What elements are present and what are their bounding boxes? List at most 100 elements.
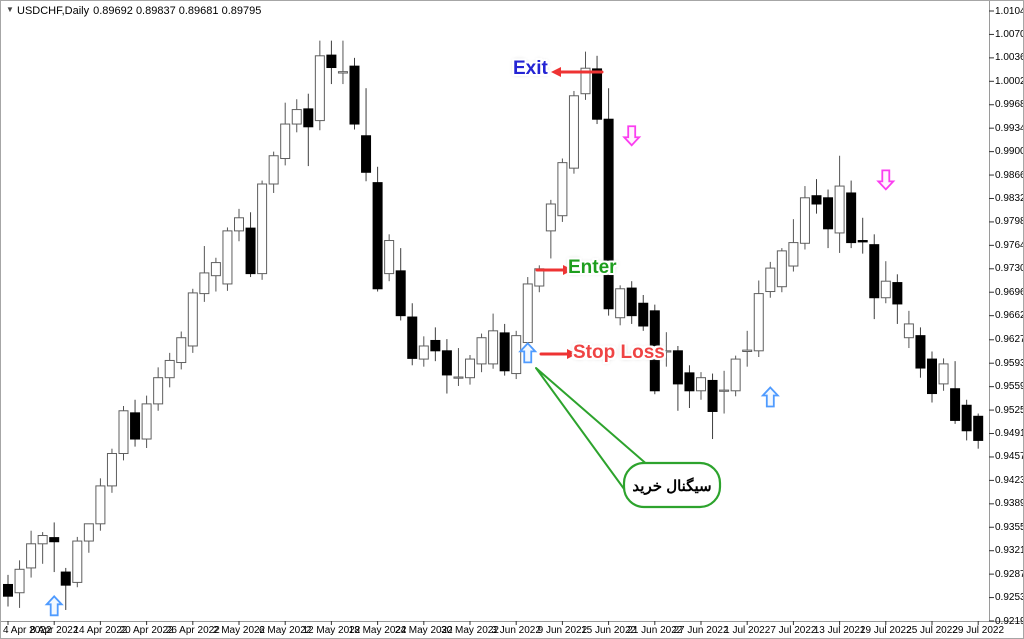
candle-2022-05-31 bbox=[476, 337, 487, 365]
candle-2022-04-22 bbox=[164, 359, 175, 379]
price-axis-label: 0.97980 bbox=[995, 216, 1023, 228]
price-axis-label: 0.95250 bbox=[995, 404, 1023, 416]
time-axis-label: 19 Jul 2022 bbox=[859, 625, 912, 636]
candle-2022-05-27 bbox=[453, 376, 464, 379]
candle-2022-05-16 bbox=[349, 65, 360, 125]
price-axis-label: 0.99000 bbox=[995, 146, 1023, 158]
candle-2022-04-07 bbox=[37, 535, 48, 545]
price-axis-label: 0.94910 bbox=[995, 428, 1023, 440]
time-axis-label: 25 Jul 2022 bbox=[906, 625, 958, 636]
candle-2022-07-22 bbox=[915, 335, 926, 369]
chart-collapse-icon[interactable]: ▼ bbox=[6, 5, 14, 14]
candle-2022-07-15 bbox=[857, 240, 868, 243]
candle-2022-06-02 bbox=[499, 332, 510, 372]
stop-loss-label[interactable]: Stop Loss bbox=[573, 342, 665, 363]
price-axis-label: 1.00360 bbox=[995, 52, 1023, 64]
price-axis-label: 0.94570 bbox=[995, 451, 1023, 463]
candle-2022-04-25 bbox=[176, 337, 187, 364]
time-axis-label: 20 Apr 2022 bbox=[119, 625, 174, 636]
candle-2022-05-13 bbox=[337, 71, 348, 74]
candle-2022-04-28 bbox=[210, 262, 221, 277]
time-axis-label: 21 Jun 2022 bbox=[627, 625, 683, 636]
price-axis-label: 0.97300 bbox=[995, 263, 1023, 275]
price-axis-label: 0.96960 bbox=[995, 286, 1023, 298]
time-axis-label: 1 Jul 2022 bbox=[724, 625, 771, 636]
candle-2022-05-17 bbox=[361, 135, 372, 173]
price-axis-label: 0.94230 bbox=[995, 474, 1023, 486]
time-axis-label: 4 Apr 2022 bbox=[3, 625, 52, 636]
candle-2022-05-05 bbox=[268, 155, 279, 185]
candle-2022-04-05 bbox=[14, 568, 25, 594]
price-axis-label: 0.98320 bbox=[995, 192, 1023, 204]
candle-2022-04-27 bbox=[199, 272, 210, 295]
candle-2022-05-11 bbox=[314, 55, 325, 122]
candle-2022-07-26 bbox=[938, 363, 949, 385]
price-axis-label: 0.93890 bbox=[995, 498, 1023, 510]
price-axis-label: 1.00700 bbox=[995, 28, 1023, 40]
candle-2022-07-11 bbox=[811, 195, 822, 205]
candle-2022-05-19 bbox=[384, 240, 395, 275]
sell-signal-arrow-icon[interactable] bbox=[876, 169, 896, 191]
time-axis-label: 15 Jun 2022 bbox=[581, 625, 637, 636]
price-axis-label: 0.92190 bbox=[995, 615, 1023, 627]
candle-2022-06-16 bbox=[615, 288, 626, 319]
candle-2022-04-19 bbox=[130, 412, 141, 440]
candle-2022-04-26 bbox=[187, 292, 198, 347]
candle-2022-07-14 bbox=[846, 192, 857, 244]
time-axis-label: 26 Apr 2022 bbox=[165, 625, 220, 636]
candle-2022-06-29 bbox=[719, 389, 730, 392]
candle-2022-06-15 bbox=[603, 118, 614, 310]
candle-2022-07-07 bbox=[788, 242, 799, 267]
price-axis-label: 0.92530 bbox=[995, 592, 1023, 604]
candle-2022-07-27 bbox=[950, 388, 961, 421]
candle-2022-04-11 bbox=[60, 571, 71, 586]
sell-signal-arrow-icon[interactable] bbox=[622, 125, 642, 147]
candle-2022-06-27 bbox=[696, 377, 706, 392]
time-axis-label: 27 Jun 2022 bbox=[673, 625, 729, 636]
candle-2022-07-04 bbox=[753, 293, 764, 352]
candle-2022-04-06 bbox=[26, 543, 37, 569]
candle-2022-05-06 bbox=[280, 123, 291, 160]
candle-2022-05-30 bbox=[465, 358, 475, 379]
callout-bubble[interactable] bbox=[622, 461, 722, 509]
annotation-arrow-head bbox=[563, 265, 573, 275]
candle-2022-04-08 bbox=[49, 537, 60, 543]
candle-2022-05-09 bbox=[291, 109, 302, 125]
symbol-timeframe-label: USDCHF,Daily bbox=[17, 5, 90, 17]
candle-2022-05-12 bbox=[326, 54, 337, 69]
exit-label[interactable]: Exit bbox=[513, 58, 548, 79]
buy-signal-arrow-icon[interactable] bbox=[44, 595, 64, 617]
candle-2022-06-06 bbox=[522, 283, 533, 344]
candle-2022-06-17 bbox=[626, 287, 637, 317]
time-axis-label: 12 May 2022 bbox=[302, 625, 361, 636]
candle-2022-07-28 bbox=[961, 404, 972, 432]
candle-2022-06-22 bbox=[661, 350, 672, 353]
time-axis-label: 3 Jun 2022 bbox=[491, 625, 541, 636]
buy-signal-arrow-icon[interactable] bbox=[760, 386, 780, 408]
enter-label[interactable]: Enter bbox=[568, 257, 617, 278]
price-axis-label: 0.97640 bbox=[995, 239, 1023, 251]
candle-2022-05-20 bbox=[395, 270, 406, 317]
candle-2022-04-18 bbox=[118, 410, 129, 455]
candle-2022-07-05 bbox=[765, 267, 776, 293]
time-axis-label: 29 Jul 2022 bbox=[952, 625, 1005, 636]
candle-2022-07-01 bbox=[742, 349, 753, 352]
buy-signal-arrow-icon[interactable] bbox=[518, 342, 538, 364]
candle-2022-05-04 bbox=[257, 183, 268, 275]
price-axis-label: 0.92870 bbox=[995, 568, 1023, 580]
candle-2022-07-19 bbox=[880, 280, 891, 299]
time-axis-label: 7 Jul 2022 bbox=[770, 625, 817, 636]
candle-2022-07-18 bbox=[869, 244, 880, 299]
price-axis-label: 1.01040 bbox=[995, 5, 1023, 17]
candle-2022-06-20 bbox=[638, 302, 649, 327]
chart-title: USDCHF,Daily 0.89692 0.89837 0.89681 0.89… bbox=[17, 5, 261, 17]
candle-2022-06-23 bbox=[672, 350, 683, 385]
price-axis-label: 0.93210 bbox=[995, 545, 1023, 557]
candle-2022-04-15 bbox=[106, 453, 117, 487]
time-axis-label: 9 Jun 2022 bbox=[537, 625, 588, 636]
candle-2022-07-06 bbox=[776, 250, 787, 288]
ohlc-readout: 0.89692 0.89837 0.89681 0.89795 bbox=[93, 5, 262, 17]
buy-signal-callout-text[interactable]: سیگنال خرید bbox=[632, 478, 712, 495]
